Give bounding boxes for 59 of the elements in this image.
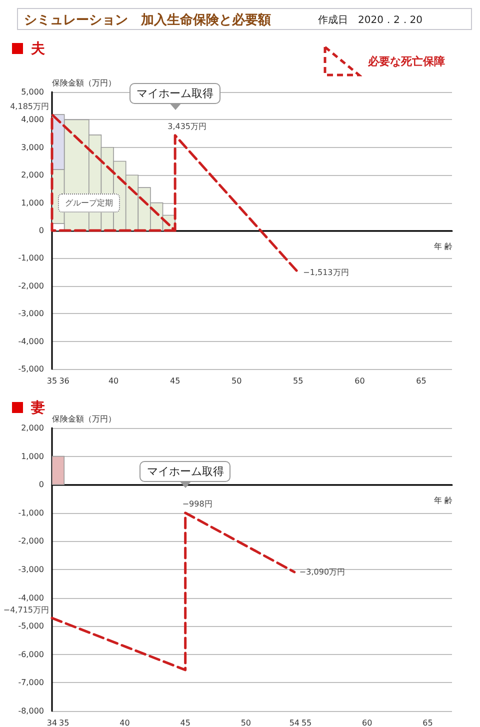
y-tick-label: 1,000 xyxy=(21,198,44,208)
y-tick-label: 0 xyxy=(38,480,44,490)
x-tick-label: 36 xyxy=(59,376,70,386)
x-tick-label: 54 xyxy=(289,718,300,727)
y-axis-title: 保険金額（万円） xyxy=(52,78,116,88)
y-tick-label: -5,000 xyxy=(18,364,44,374)
y-tick-label: 2,000 xyxy=(21,170,44,180)
x-tick-label: 45 xyxy=(170,376,180,386)
x-tick-label: 60 xyxy=(362,718,372,727)
y-tick-label: -5,000 xyxy=(18,622,44,631)
y-tick-label: -1,000 xyxy=(18,508,44,518)
x-axis-title: 年 齢 xyxy=(434,242,453,251)
y-tick-label: -2,000 xyxy=(18,281,44,290)
x-tick-label: 50 xyxy=(240,718,252,727)
x-tick-label: 50 xyxy=(232,376,242,386)
x-tick-label: 40 xyxy=(108,376,119,386)
x-tick-label: 45 xyxy=(180,718,190,727)
x-tick-label: 55 xyxy=(301,718,312,727)
y-tick-label: 3,000 xyxy=(21,142,44,152)
y-tick-label: -7,000 xyxy=(18,678,44,688)
annotation: マイホーム取得 xyxy=(140,460,231,482)
data-label: −3,090万円 xyxy=(299,568,346,577)
annotation: マイホーム取得 xyxy=(130,83,221,104)
chart-title: シミュレーション 加入生命保険と必要額 xyxy=(24,12,271,29)
y-tick-label: -1,000 xyxy=(18,254,44,263)
data-label: −998円 xyxy=(182,499,212,508)
y-tick-label: -3,000 xyxy=(18,565,44,574)
series-label: グループ定期 xyxy=(58,193,120,212)
x-tick-label: 35 xyxy=(59,718,70,727)
y-axis-title: 保険金額（万円） xyxy=(52,414,116,424)
line-series xyxy=(50,113,300,274)
data-label: −4,715万円 xyxy=(3,606,49,615)
chart-subtitle: 夫 xyxy=(30,40,45,58)
chart-title: 妻 xyxy=(30,399,45,417)
line-series xyxy=(50,512,296,672)
data-label: 3,435万円 xyxy=(168,122,207,131)
data-label: 4,185万円 xyxy=(10,102,49,112)
x-tick-label: 55 xyxy=(293,376,304,386)
y-tick-label: -3,000 xyxy=(18,309,44,318)
x-tick-label: 40 xyxy=(120,718,130,727)
y-tick-label: 2,000 xyxy=(21,424,44,432)
x-tick-label: 65 xyxy=(422,718,433,727)
y-tick-label: 1,000 xyxy=(21,452,44,461)
y-tick-label: 5,000 xyxy=(21,88,44,96)
text: 必要な死亡保障 xyxy=(368,54,445,68)
y-tick-label: -8,000 xyxy=(18,706,44,716)
y-tick-label: -4,000 xyxy=(18,336,44,346)
y-tick-label: -4,000 xyxy=(18,593,44,602)
y-tick-label: -2,000 xyxy=(18,536,44,546)
x-tick-label: 35 xyxy=(46,376,58,386)
x-tick-label: 34 xyxy=(46,718,58,727)
y-tick-label: -6,000 xyxy=(18,650,44,659)
data-label: −1,513万円 xyxy=(303,268,349,277)
y-tick-label: 4,000 xyxy=(21,115,44,124)
x-tick-label: 60 xyxy=(354,376,365,386)
text: 作成日 2020．2．20 xyxy=(318,14,423,27)
y-tick-label: 0 xyxy=(38,226,44,235)
x-tick-label: 65 xyxy=(416,376,426,386)
x-axis-title: 年 齢 xyxy=(434,496,453,506)
